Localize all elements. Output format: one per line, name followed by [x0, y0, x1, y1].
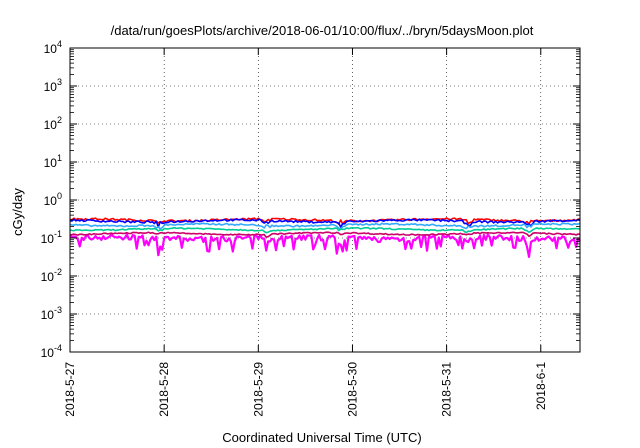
- x-tick-label: 2018-6-1: [534, 362, 548, 410]
- y-tick-labels: 10-4 10-3 10-2 10-1 100 101 102 103 104: [41, 39, 62, 360]
- x-tick-label: 2018-5-30: [345, 362, 359, 417]
- x-tick-labels: 2018-5-27 2018-5-28 2018-5-29 2018-5-30 2018…: [63, 362, 548, 417]
- y-tick-label: 103: [44, 77, 62, 94]
- x-tick-label: 2018-5-28: [157, 362, 171, 417]
- y-tick-label: 104: [44, 39, 62, 56]
- series-line: [69, 218, 581, 228]
- y-tick-label: 101: [44, 153, 62, 170]
- y-tick-label: 100: [44, 191, 62, 208]
- y-tick-label: 102: [44, 115, 62, 132]
- chart-title: /data/run/goesPlots/archive/2018-06-01/1…: [111, 23, 534, 38]
- series-layer: [69, 217, 581, 258]
- x-axis-label: Coordinated Universal Time (UTC): [222, 430, 421, 445]
- x-tick-label: 2018-5-31: [440, 362, 454, 417]
- series-line: [69, 231, 581, 238]
- y-tick-label: 10-3: [41, 305, 62, 322]
- y-tick-label: 10-4: [41, 343, 62, 360]
- x-tick-label: 2018-5-27: [63, 362, 77, 417]
- axis-ticks: [69, 47, 580, 353]
- series-line: [69, 233, 581, 258]
- series-line: [69, 226, 581, 234]
- series-line: [69, 222, 581, 230]
- y-tick-label: 10-1: [41, 229, 62, 246]
- y-tick-label: 10-2: [41, 267, 62, 284]
- grid-lines: [70, 48, 580, 352]
- y-axis-label: cGy/day: [10, 188, 25, 236]
- x-tick-label: 2018-5-29: [251, 362, 265, 417]
